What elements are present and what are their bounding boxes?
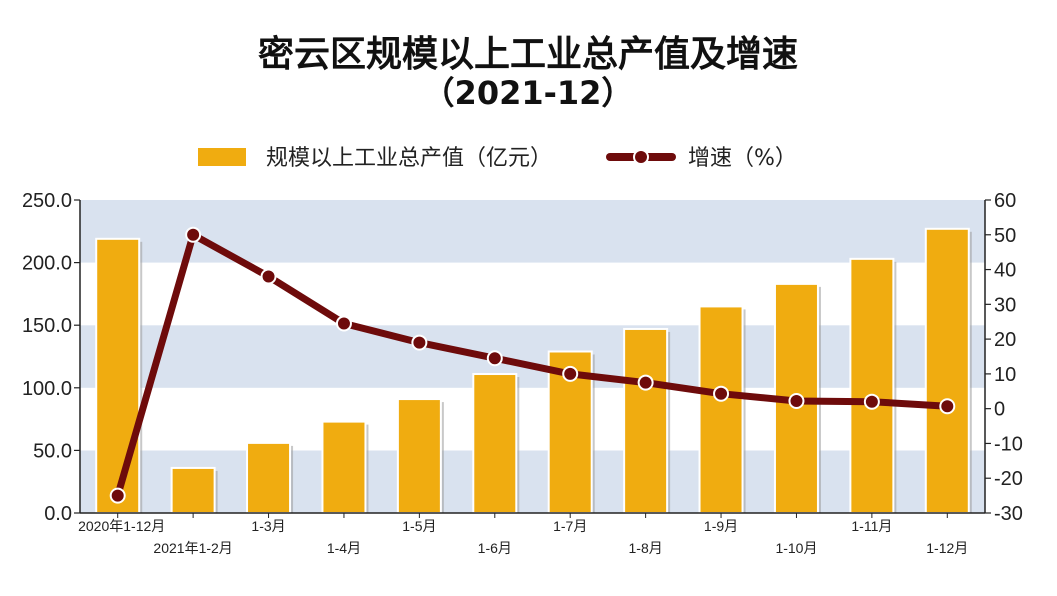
- bar: [170, 466, 216, 515]
- chart-title: 密云区规模以上工业总产值及增速: [258, 33, 798, 75]
- y-right-tick-label: 20: [994, 329, 1016, 351]
- bar: [623, 327, 669, 514]
- y-left-tick-label: 150.0: [22, 315, 72, 337]
- bar: [924, 227, 970, 515]
- x-tick-label: 1-6月: [478, 540, 512, 556]
- y-left-tick-label: 0.0: [44, 503, 72, 525]
- line-point: [109, 487, 126, 504]
- y-right-tick-label: 0: [994, 399, 1005, 421]
- line-point: [939, 398, 956, 415]
- line-point: [486, 350, 503, 367]
- y-left-tick-label: 50.0: [33, 440, 72, 462]
- background-band: [80, 262, 985, 326]
- bar: [849, 257, 895, 514]
- y-left-tick-label: 200.0: [22, 253, 72, 275]
- chart-subtitle: （2021-12）: [423, 74, 634, 112]
- line-point: [185, 226, 202, 243]
- legend-line-marker: [633, 149, 649, 165]
- x-tick-label: 1-8月: [629, 540, 663, 556]
- line-point: [411, 334, 428, 351]
- x-tick-label: 1-4月: [327, 540, 361, 556]
- line-point: [562, 365, 579, 382]
- x-tick-label: 1-3月: [251, 518, 285, 534]
- bar: [396, 398, 442, 514]
- line-point: [863, 393, 880, 410]
- line-point: [335, 315, 352, 332]
- background-band: [80, 387, 985, 451]
- x-tick-label: 2021年1-2月: [153, 540, 232, 556]
- x-tick-label: 1-10月: [775, 540, 817, 556]
- y-right-tick-label: 10: [994, 364, 1016, 386]
- bar: [95, 237, 141, 514]
- line-series: [109, 226, 956, 504]
- background-band: [80, 450, 985, 513]
- x-tick-label: 1-11月: [851, 518, 892, 534]
- background-band: [80, 325, 985, 388]
- bar: [698, 305, 744, 515]
- y-right-tick-label: 50: [994, 225, 1016, 247]
- line-point: [713, 385, 730, 402]
- axes: 0.0 50.0 100.0 150.0 200.0 250.0 -30 -20 -10 0 10 2…: [22, 190, 1023, 525]
- background-band: [80, 200, 985, 263]
- bar: [246, 441, 292, 514]
- legend-line-label: 增速（%）: [688, 146, 797, 171]
- y-right-tick-label: -10: [994, 433, 1023, 455]
- bar: [321, 420, 367, 515]
- y-right-tick-label: 40: [994, 260, 1016, 282]
- y-right-tick-label: -30: [994, 503, 1023, 525]
- x-axis-labels: 2020年1-12月 2021年1-2月 1-3月 1-4月 1-5月 1-6月 1-7月 1…: [78, 513, 968, 556]
- y-right-tick-label: 30: [994, 294, 1016, 316]
- x-tick-label: 2020年1-12月: [78, 518, 165, 534]
- x-tick-label: 1-5月: [402, 518, 436, 534]
- line-point: [788, 393, 805, 410]
- x-tick-label: 1-9月: [704, 518, 738, 534]
- legend-bar-swatch: [198, 148, 246, 166]
- y-right-tick-label: 60: [994, 190, 1016, 212]
- x-tick-label: 1-7月: [553, 518, 587, 534]
- line-point: [260, 268, 277, 285]
- line-point: [637, 374, 654, 391]
- y-left-tick-label: 250.0: [22, 190, 72, 212]
- growth-line: [114, 231, 951, 500]
- x-tick-label: 1-12月: [926, 540, 968, 556]
- y-left-tick-label: 100.0: [22, 378, 72, 400]
- bar: [472, 373, 518, 515]
- legend-bar-label: 规模以上工业总产值（亿元）: [266, 146, 552, 171]
- y-right-tick-label: -20: [994, 468, 1023, 490]
- legend: 规模以上工业总产值（亿元） 增速（%）: [198, 146, 797, 171]
